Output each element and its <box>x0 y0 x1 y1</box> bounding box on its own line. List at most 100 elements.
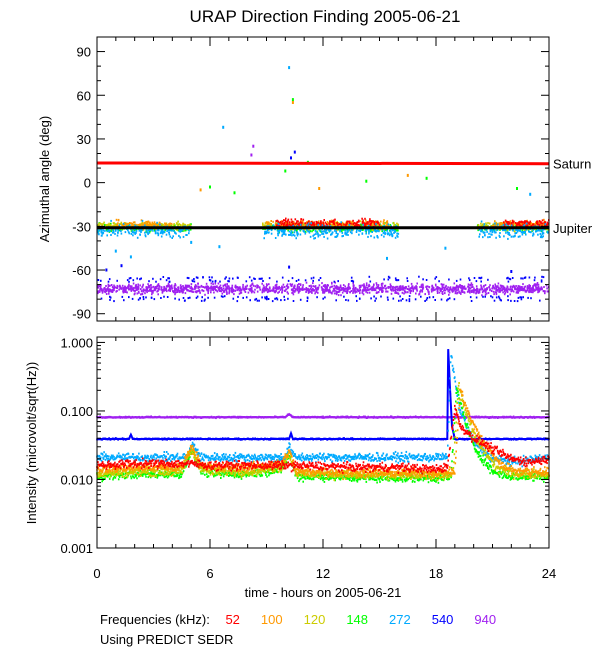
point-940-khz <box>526 288 529 291</box>
point-272-khz <box>169 235 172 238</box>
point-940-khz <box>158 288 160 291</box>
point-100-khz <box>149 223 151 226</box>
point-940-khz <box>274 290 276 293</box>
point-940-khz <box>481 291 484 294</box>
point-100-khz <box>302 221 304 224</box>
saturn-reference-line <box>96 161 550 166</box>
point-940-khz <box>373 283 375 286</box>
point-272-khz <box>490 228 493 231</box>
point-272-khz <box>493 230 496 233</box>
point-940-khz <box>266 287 269 290</box>
point-940-khz <box>394 289 396 291</box>
point-120-khz <box>392 221 395 224</box>
point-540-khz <box>453 298 456 301</box>
point-540-khz <box>448 278 450 281</box>
outlier-point <box>365 179 368 183</box>
point-940-khz <box>453 289 455 292</box>
point-940-khz <box>352 291 354 294</box>
point-120-khz <box>331 224 333 227</box>
point-940-khz <box>257 284 259 287</box>
point-100-khz <box>270 223 272 226</box>
point-940-khz <box>228 287 231 290</box>
point-540-khz <box>148 280 150 283</box>
point-940-khz <box>504 291 507 294</box>
point-940-khz <box>281 287 283 290</box>
point-940-khz <box>332 290 334 293</box>
point-100-khz <box>352 224 354 227</box>
point-52-khz <box>326 224 328 227</box>
point-100-khz <box>318 220 320 223</box>
point-100-khz <box>293 221 295 224</box>
azimuth-tick-label: 30 <box>77 132 91 147</box>
point-272-khz <box>178 230 181 233</box>
point-940-khz <box>176 289 179 292</box>
point-940-khz <box>532 287 534 290</box>
point-940-khz <box>448 291 451 294</box>
point-940-khz <box>296 284 299 287</box>
point-52-khz <box>340 222 343 225</box>
point-100-khz <box>159 225 161 228</box>
point-940-khz <box>430 290 433 293</box>
point-940-khz <box>314 292 316 295</box>
point-940-khz <box>546 287 548 290</box>
point-52-khz <box>285 224 287 227</box>
point-272-khz <box>106 230 109 233</box>
point-940-khz <box>266 291 269 294</box>
point-540-khz <box>168 277 170 280</box>
point-940-khz <box>516 290 518 293</box>
point-52-khz <box>288 221 291 224</box>
point-940-khz <box>401 291 404 294</box>
point-540-khz <box>245 296 248 299</box>
point-272-khz <box>135 231 137 234</box>
point-272-khz <box>134 232 136 235</box>
point-940-khz <box>504 289 506 292</box>
point-272-khz <box>394 236 397 239</box>
point-940-khz <box>456 285 459 288</box>
point-100-khz <box>380 224 383 227</box>
point-940-khz <box>347 288 350 291</box>
point-540-khz <box>408 298 411 301</box>
point-940-khz <box>219 287 222 290</box>
point-940-khz <box>111 289 113 292</box>
point-120-khz <box>263 224 266 227</box>
point-100-khz <box>140 219 143 222</box>
point-940-khz <box>169 288 172 291</box>
point-52-khz <box>506 222 509 225</box>
point-940-khz <box>488 286 490 289</box>
point-940-khz <box>166 284 169 287</box>
point-940-khz <box>441 284 444 287</box>
point-940-khz <box>274 287 277 290</box>
point-148-khz <box>119 228 122 231</box>
point-100-khz <box>499 223 502 226</box>
point-940-khz <box>495 291 498 294</box>
point-272-khz <box>313 233 316 236</box>
point-940-khz <box>303 288 306 291</box>
point-272-khz <box>508 228 511 231</box>
point-940-khz <box>378 287 380 290</box>
point-52-khz <box>370 223 372 226</box>
point-100-khz <box>530 222 533 225</box>
point-940-khz <box>119 287 121 290</box>
point-52-khz <box>311 221 313 224</box>
point-272-khz <box>367 235 369 238</box>
point-52-khz <box>287 223 289 226</box>
point-940-khz <box>272 287 274 290</box>
point-272-khz <box>525 222 528 225</box>
point-100-khz <box>131 222 134 225</box>
point-540-khz <box>399 295 401 298</box>
point-272-khz <box>285 233 287 236</box>
point-940-khz <box>195 290 198 293</box>
point-940-khz <box>322 285 325 287</box>
point-100-khz <box>150 225 153 228</box>
point-940-khz <box>497 288 500 291</box>
point-940-khz <box>124 285 126 288</box>
point-940-khz <box>399 289 402 291</box>
point-940-khz <box>337 294 340 297</box>
point-100-khz <box>116 225 119 228</box>
point-52-khz <box>529 221 531 224</box>
point-148-khz <box>370 230 372 233</box>
point-52-khz <box>504 223 506 226</box>
point-272-khz <box>322 230 324 233</box>
point-272-khz <box>107 229 110 232</box>
point-272-khz <box>127 231 130 234</box>
